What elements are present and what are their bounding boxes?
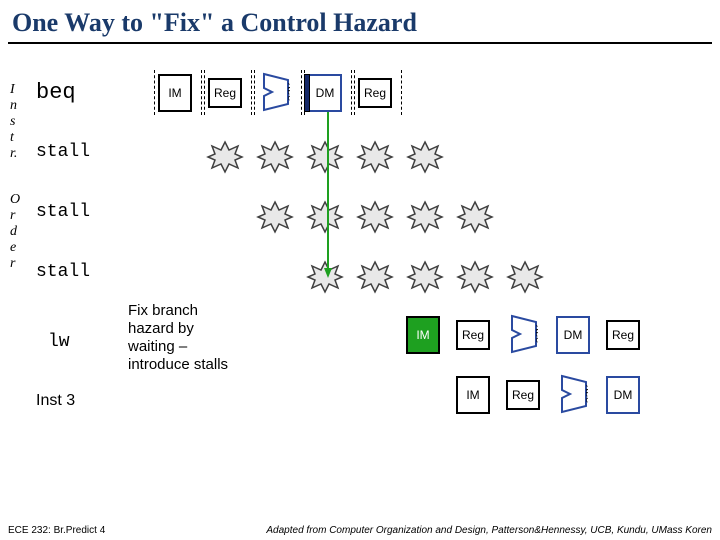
label-instr: I n s t r. [10, 82, 17, 162]
stage-im: IM [456, 376, 490, 414]
bubble-icon [256, 140, 294, 174]
bubble-icon [406, 140, 444, 174]
instr-stall3: stall [36, 262, 90, 282]
instr-stall2: stall [36, 202, 90, 222]
stage-dm: DM [606, 376, 640, 414]
bubble-icon [506, 260, 544, 294]
stage-im: IM [158, 74, 192, 112]
stage-reg: Reg [606, 320, 640, 350]
stage-alu: ALU [560, 374, 588, 414]
stage-reg: Reg [456, 320, 490, 350]
reg-bar [304, 74, 310, 112]
bubble-icon [256, 200, 294, 234]
forward-arrow [324, 110, 384, 280]
stage-dm: DM [308, 74, 342, 112]
stage-alu: ALU [262, 72, 290, 112]
stage-reg: Reg [506, 380, 540, 410]
pipeline-diagram: I n s t r. O r d e r beq stall stall sta… [8, 52, 708, 492]
instr-inst3: Inst 3 [36, 392, 75, 410]
page-title: One Way to "Fix" a Control Hazard [0, 0, 720, 42]
footer-left: ECE 232: Br.Predict 4 [8, 525, 105, 536]
stage-im-green: IM [406, 316, 440, 354]
stage-dm: DM [556, 316, 590, 354]
stage-alu: ALU [510, 314, 538, 354]
stage-reg: Reg [358, 78, 392, 108]
bubble-icon [206, 140, 244, 174]
stage-reg: Reg [208, 78, 242, 108]
svg-text:ALU: ALU [286, 83, 290, 102]
bubble-icon [456, 200, 494, 234]
svg-text:ALU: ALU [584, 385, 588, 404]
label-order: O r d e r [10, 192, 20, 272]
explanation-note: Fix branch hazard by waiting – introduce… [128, 302, 228, 374]
title-underline [8, 42, 712, 44]
bubble-icon [456, 260, 494, 294]
instr-stall1: stall [36, 142, 90, 162]
bubble-icon [406, 200, 444, 234]
bubble-icon [406, 260, 444, 294]
instr-lw: lw [48, 332, 70, 352]
svg-text:ALU: ALU [534, 325, 538, 344]
footer-right: Adapted from Computer Organization and D… [266, 525, 712, 536]
instr-beq: beq [36, 80, 76, 105]
